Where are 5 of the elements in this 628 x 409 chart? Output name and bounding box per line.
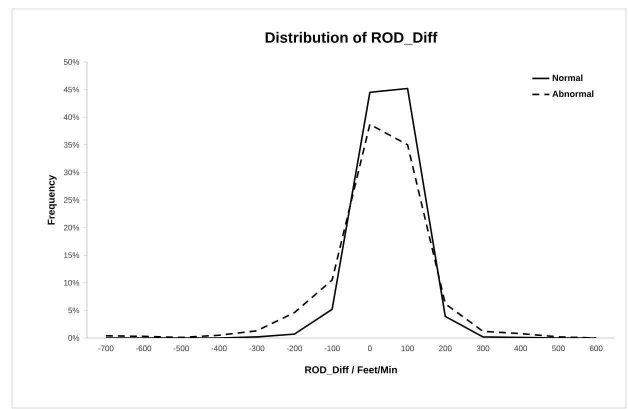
y-axis-title: Frequency: [48, 174, 57, 225]
chart-title: Distribution of ROD_Diff: [266, 32, 438, 45]
x-axis-title: ROD_Diff / Feet/Min: [305, 366, 397, 374]
legend-label: Abnormal: [552, 90, 594, 98]
legend-label: Normal: [552, 74, 582, 82]
